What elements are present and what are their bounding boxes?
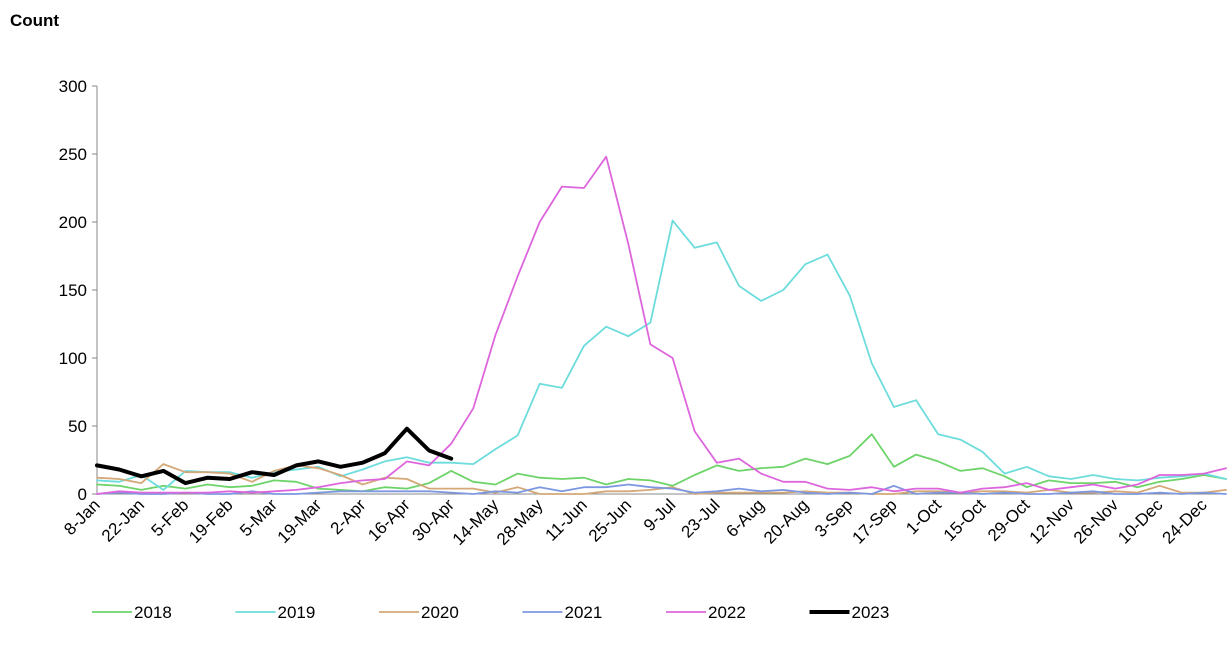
x-tick-label: 12-Nov [1026, 495, 1079, 548]
legend-label-2020: 2020 [421, 603, 459, 622]
legend-label-2019: 2019 [278, 603, 316, 622]
y-tick-label: 100 [59, 349, 87, 368]
series-line-2022 [96, 155, 1227, 495]
legend-label-2022: 2022 [708, 603, 746, 622]
y-tick-labels: 0 50 100 150 200 250 300 [59, 77, 97, 504]
y-tick-label: 300 [59, 77, 87, 96]
series-line-2021 [96, 483, 1227, 495]
x-tick-label: 26-Nov [1070, 495, 1123, 548]
x-tick-label: 14-May [449, 495, 503, 549]
x-tick-label: 22-Jan [98, 495, 148, 545]
x-tick-label: 10-Dec [1114, 495, 1167, 548]
y-tick-label: 50 [68, 417, 87, 436]
series-line-2018 [96, 433, 1227, 493]
x-tick-label: 29-Oct [984, 495, 1034, 545]
x-tick-label: 9-Jul [640, 495, 679, 534]
x-tick-label: 17-Sep [849, 495, 901, 547]
y-axis-title: Count [10, 11, 59, 30]
x-tick-label: 19-Feb [185, 495, 237, 547]
x-tick-label: 20-Aug [760, 495, 812, 547]
axes [96, 86, 1226, 495]
y-tick-label: 150 [59, 281, 87, 300]
legend-label-2018: 2018 [134, 603, 172, 622]
x-tick-label: 25-Jun [585, 495, 635, 545]
x-tick-label: 24-Dec [1158, 495, 1211, 548]
x-tick-label: 11-Jun [542, 495, 591, 544]
y-tick-label: 250 [59, 145, 87, 164]
x-tick-label: 16-Apr [364, 495, 414, 545]
legend-label-2021: 2021 [565, 603, 603, 622]
y-tick-label: 200 [59, 213, 87, 232]
legend: 2018 2019 2020 2021 2022 2023 [92, 603, 889, 622]
legend-label-2023: 2023 [852, 603, 890, 622]
x-tick-label: 23-Jul [677, 495, 723, 541]
x-tick-label: 15-Oct [940, 495, 990, 545]
y-tick-label: 0 [78, 485, 87, 504]
x-tick-label: 19-Mar [274, 495, 326, 547]
x-tick-label: 28-May [493, 495, 547, 549]
series-lines [95, 155, 1227, 495]
series-line-2023 [95, 426, 454, 486]
series-line-2019 [96, 219, 1227, 491]
